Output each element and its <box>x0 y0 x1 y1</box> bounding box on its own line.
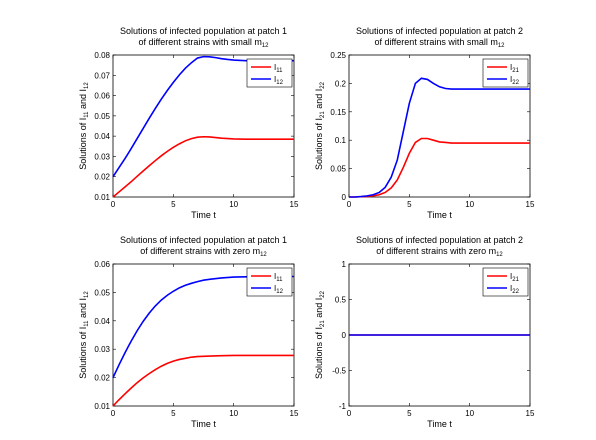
x-tick-label: 10 <box>465 200 474 209</box>
y-tick-label: 0 <box>342 193 347 202</box>
legend-label: I22 <box>510 75 520 86</box>
series-line-1 <box>112 135 294 198</box>
y-tick-label: 0.01 <box>94 193 110 202</box>
x-tick-label: 5 <box>407 409 412 418</box>
y-tick-label: 0 <box>342 331 347 340</box>
x-tick-label: 5 <box>171 200 176 209</box>
series-line-2 <box>112 55 294 178</box>
chart-title-line: of different strains with small m12 <box>138 37 269 49</box>
x-tick-label: 0 <box>111 200 116 209</box>
legend-box <box>246 267 293 297</box>
x-tick-label: 10 <box>229 409 238 418</box>
y-tick-label: 0.03 <box>94 152 110 161</box>
y-tick-label: 0.25 <box>330 51 346 60</box>
chart-title-line: Solutions of infected population at patc… <box>356 26 523 36</box>
legend-label: I12 <box>274 75 284 86</box>
y-tick-label: 0.05 <box>94 288 110 297</box>
y-tick-label: 0.5 <box>335 296 347 305</box>
legend-label: I11 <box>274 63 283 74</box>
x-axis-label: Time t <box>191 210 216 220</box>
legend-box <box>482 58 529 88</box>
x-tick-label: 15 <box>290 409 299 418</box>
y-tick-label: 0.08 <box>94 51 110 60</box>
subplot-1: 0 5 10 15 0.01 0.02 0.03 0.04 0.05 0.06 0.07 0.08 So… <box>78 26 299 220</box>
y-axis-label: Solutions of I21 and I22 <box>314 81 326 170</box>
x-tick-label: 5 <box>407 200 412 209</box>
subplot-3: 0 5 10 15 0.01 0.02 0.03 0.04 0.05 0.06 Solutions … <box>78 235 299 429</box>
x-axis-label: Time t <box>427 210 452 220</box>
subplot-4: 0 5 10 15 -1 -0.5 0 0.5 1 Solutions of infected p… <box>314 235 535 429</box>
x-axis-label: Time t <box>427 419 452 429</box>
legend-label: I11 <box>274 272 283 283</box>
y-tick-label: 0.05 <box>330 165 346 174</box>
chart-title-line: Solutions of infected population at patc… <box>120 235 287 245</box>
legend-box <box>482 267 529 297</box>
x-tick-label: 15 <box>290 200 299 209</box>
subplot-2: 0 5 10 15 0 0.05 0.1 0.15 0.2 0.25 Solutions of in… <box>314 26 535 220</box>
chart-title-line: of different strains with small m12 <box>374 37 505 49</box>
y-tick-label: 0.04 <box>94 317 110 326</box>
x-axis-label: Time t <box>191 419 216 429</box>
legend-label: I21 <box>510 63 520 74</box>
y-axis-label: Solutions of I11 and I12 <box>78 291 90 379</box>
series-line-1 <box>349 137 530 198</box>
y-tick-label: 0.15 <box>330 108 346 117</box>
chart-title-line: of different strains with zero m12 <box>376 246 503 258</box>
chart-title-line: of different strains with zero m12 <box>140 246 267 258</box>
y-tick-label: -0.5 <box>332 367 346 376</box>
series-line-2 <box>349 77 530 198</box>
y-tick-label: 0.07 <box>94 71 110 80</box>
x-tick-label: 5 <box>171 409 176 418</box>
y-axis-label: Solutions of I11 and I12 <box>78 82 90 170</box>
series-line-1 <box>112 354 294 407</box>
y-tick-label: 0.01 <box>94 402 110 411</box>
y-tick-label: 1 <box>342 260 347 269</box>
y-tick-label: 0.02 <box>94 374 110 383</box>
y-tick-label: 0.03 <box>94 345 110 354</box>
x-tick-label: 10 <box>465 409 474 418</box>
legend-label: I21 <box>510 272 520 283</box>
x-tick-label: 15 <box>526 200 535 209</box>
legend-label: I12 <box>274 284 284 295</box>
x-tick-label: 15 <box>526 409 535 418</box>
y-tick-label: 0.06 <box>94 260 110 269</box>
y-axis-label: Solutions of I21 and I22 <box>314 290 326 379</box>
y-tick-label: 0.04 <box>94 132 110 141</box>
legend-label: I22 <box>510 284 520 295</box>
chart-title-line: Solutions of infected population at patc… <box>356 235 523 245</box>
y-tick-label: -1 <box>339 402 347 411</box>
x-tick-label: 0 <box>347 200 352 209</box>
y-tick-label: 0.06 <box>94 92 110 101</box>
x-tick-label: 0 <box>111 409 116 418</box>
y-tick-label: 0.2 <box>335 79 347 88</box>
x-tick-label: 0 <box>347 409 352 418</box>
legend-box <box>246 58 293 88</box>
chart-title-line: Solutions of infected population at patc… <box>120 26 287 36</box>
x-tick-label: 10 <box>229 200 238 209</box>
y-tick-label: 0.02 <box>94 173 110 182</box>
y-tick-label: 0.05 <box>94 112 110 121</box>
y-tick-label: 0.1 <box>335 136 347 145</box>
